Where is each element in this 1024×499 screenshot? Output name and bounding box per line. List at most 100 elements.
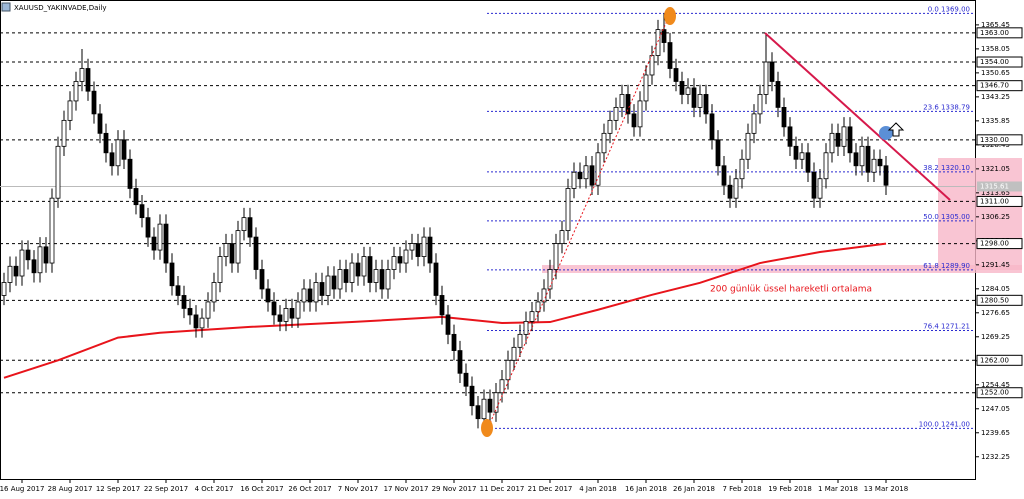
- level-box: [976, 238, 1023, 250]
- candle-body: [751, 113, 757, 134]
- candle-body: [541, 288, 547, 303]
- level-label: 1363.00: [980, 29, 1009, 37]
- candle-body: [667, 42, 673, 69]
- fib-zone: [938, 158, 1022, 270]
- candle-body: [883, 165, 889, 186]
- candle-body: [55, 145, 61, 199]
- candle-body: [733, 178, 739, 199]
- candle-body: [361, 256, 367, 277]
- candle-body: [865, 145, 871, 173]
- candle-body: [265, 288, 271, 303]
- candle-body: [793, 145, 799, 160]
- candle-body: [25, 249, 31, 261]
- candle-body: [433, 262, 439, 296]
- candle-body: [235, 230, 241, 264]
- candle-body: [763, 61, 769, 95]
- candle-body: [757, 94, 763, 115]
- candle-body: [193, 314, 199, 329]
- candle-body: [97, 113, 103, 134]
- x-tick-label: 16 Jan 2018: [625, 485, 667, 493]
- candle-body: [175, 285, 181, 296]
- ema-line: [3, 242, 887, 379]
- candle-body: [421, 236, 427, 257]
- candle-body: [697, 94, 703, 108]
- current-price-label: 1315.61: [980, 182, 1009, 190]
- candle-body: [397, 256, 403, 264]
- level-label: 1311.00: [980, 197, 1009, 205]
- candle-body: [469, 385, 475, 407]
- candle-body: [43, 246, 49, 264]
- x-tick-label: 13 Mar 2018: [864, 485, 908, 493]
- current-price-box: [977, 181, 1022, 192]
- y-tick-label: 1291.45: [981, 261, 1010, 269]
- x-tick-label: 21 Dec 2017: [528, 485, 573, 493]
- candle-body: [133, 188, 139, 206]
- candle-body: [19, 249, 25, 277]
- candle-body: [727, 184, 733, 199]
- candle-body: [229, 243, 235, 264]
- candle-body: [799, 152, 805, 160]
- y-tick-label: 1239.65: [981, 429, 1010, 437]
- candle-body: [13, 265, 19, 277]
- fib-label: 50.0 1305.00: [923, 213, 970, 221]
- chart-title: XAUUSD_YAKINVADE,Daily: [14, 4, 106, 12]
- candle-body: [253, 236, 259, 270]
- candle-body: [565, 188, 571, 232]
- candle-body: [559, 230, 565, 244]
- candle-body: [205, 301, 211, 319]
- y-tick-label: 1284.05: [981, 285, 1010, 293]
- candle-body: [745, 132, 751, 160]
- candle-body: [823, 152, 829, 180]
- candle-body: [109, 152, 115, 167]
- y-tick-label: 1269.25: [981, 333, 1010, 341]
- candle-body: [181, 295, 187, 309]
- candle-body: [481, 398, 487, 420]
- level-box: [976, 80, 1023, 92]
- candle-body: [601, 132, 607, 154]
- candle-body: [163, 223, 169, 264]
- candle-body: [211, 282, 217, 303]
- candle-body: [679, 81, 685, 95]
- candle-body: [313, 282, 319, 303]
- x-tick-label: 12 Sep 2017: [96, 485, 140, 493]
- ema-label: 200 günlük üssel hareketli ortalama: [710, 285, 872, 295]
- y-tick-label: 1247.05: [981, 405, 1010, 413]
- candle-body: [31, 259, 37, 274]
- candle-body: [349, 262, 355, 283]
- fib-label: 100.0 1241.00: [919, 420, 970, 428]
- candle-body: [739, 158, 745, 180]
- level-box: [976, 195, 1023, 207]
- x-tick-label: 22 Sep 2017: [144, 485, 188, 493]
- candle-body: [871, 158, 877, 173]
- candle-body: [577, 171, 583, 180]
- x-tick-label: 19 Feb 2018: [768, 485, 812, 493]
- candle-body: [853, 152, 859, 167]
- candle-body: [535, 301, 541, 313]
- candle-body: [355, 262, 361, 277]
- y-tick-label: 1232.25: [981, 453, 1010, 461]
- candle-body: [451, 333, 457, 351]
- candle-body: [277, 314, 283, 322]
- y-tick-label: 1321.05: [981, 165, 1010, 173]
- candle-body: [781, 107, 787, 128]
- candle-body: [661, 29, 667, 43]
- fib-band: [542, 265, 1022, 273]
- y-tick-label: 1335.85: [981, 117, 1010, 125]
- candle-body: [1, 282, 7, 296]
- candle-body: [517, 333, 523, 348]
- candle-body: [241, 217, 247, 232]
- candle-body: [373, 269, 379, 283]
- candle-body: [7, 265, 13, 283]
- level-label: 1346.70: [980, 82, 1009, 90]
- candle-body: [595, 152, 601, 186]
- candle-body: [505, 359, 511, 381]
- fib-label: 0.0 1369.00: [928, 5, 970, 13]
- x-tick-label: 4 Oct 2017: [195, 485, 234, 493]
- candle-body: [319, 282, 325, 296]
- level-label: 1354.00: [980, 58, 1009, 66]
- x-tick-label: 16 Aug 2017: [0, 485, 44, 493]
- marker-high: [664, 7, 676, 25]
- x-tick-label: 16 Oct 2017: [240, 485, 283, 493]
- candle-body: [37, 246, 43, 274]
- x-tick-label: 29 Nov 2017: [432, 485, 477, 493]
